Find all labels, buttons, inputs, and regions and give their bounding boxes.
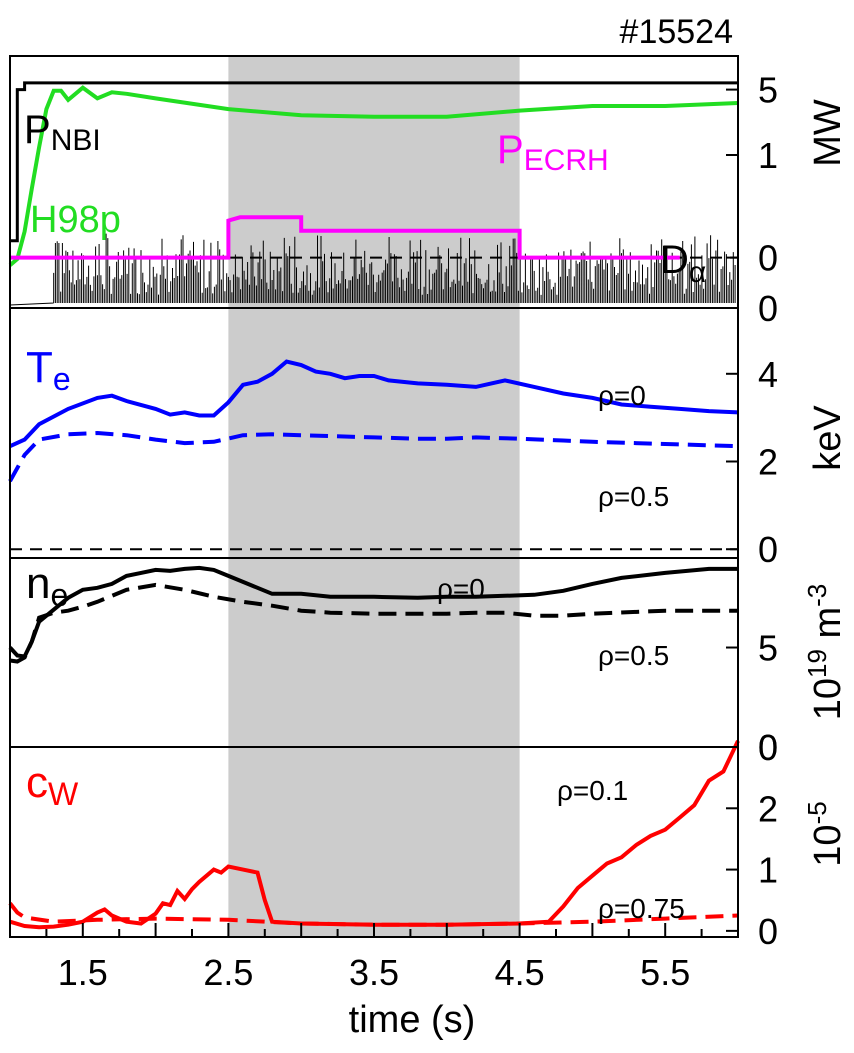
ne-series-core-line	[8, 565, 738, 659]
y-tick-label: 2	[758, 788, 778, 829]
y-tick-label: 5	[758, 70, 778, 111]
ne-series-outer-line	[9, 582, 738, 664]
te-rho0-label: ρ=0	[598, 380, 646, 411]
y-tick-label: 0	[758, 529, 778, 570]
pecrh-label: PECRH	[497, 128, 609, 177]
ne-axis-label: 1019 m-3	[802, 584, 849, 721]
x-tick-label: 4.5	[495, 952, 545, 993]
te-label-sub: e	[53, 361, 71, 397]
mw-axis-label: MW	[807, 99, 849, 167]
dalpha-signal	[9, 233, 736, 306]
cw-label: cW	[26, 758, 79, 812]
ne-rho05-label: ρ=0.5	[598, 640, 669, 671]
y-tick-label: 0	[758, 727, 778, 768]
y-tick-label: 0	[758, 238, 778, 279]
ne-rho0-label: ρ=0	[437, 573, 485, 604]
Te-series-core-line	[9, 359, 739, 449]
cW-series-outer-line	[8, 902, 739, 927]
x-tick-label: 2.5	[203, 952, 253, 993]
h98-line	[8, 85, 739, 267]
y-tick-label: 1	[758, 850, 778, 891]
h98-label: H98p	[30, 199, 121, 241]
dalpha-tick-label: 0	[758, 288, 778, 329]
y-tick-label: 0	[758, 727, 778, 768]
cw-rho01-label: ρ=0.1	[557, 775, 628, 806]
pnbi-label-sub: NBI	[51, 124, 101, 157]
te-label-main: T	[26, 343, 53, 392]
Te-series-outer-line	[8, 430, 739, 483]
cw-axis-base: 10	[807, 824, 849, 866]
pecrh-label-sub: ECRH	[524, 144, 609, 177]
kev-axis-label: keV	[807, 405, 849, 471]
cw-label-main: c	[26, 758, 48, 807]
x-tick-label: 3.5	[349, 952, 399, 993]
cw-axis-label: 10-5	[802, 801, 849, 866]
x-tick-label: 5.5	[640, 952, 690, 993]
ecrh-power-line	[10, 215, 680, 260]
ne-label: ne	[26, 559, 68, 613]
ne-axis-exp2: -3	[802, 584, 832, 607]
cw-rho075-label: ρ=0.75	[598, 893, 685, 924]
x-axis-title: time (s)	[349, 999, 476, 1041]
nbi-power-line	[10, 81, 738, 243]
pecrh-label-main: P	[497, 128, 524, 172]
dalpha-label-sub: α	[689, 256, 706, 289]
pnbi-label: PNBI	[24, 108, 101, 157]
cw-label-sub: W	[48, 776, 79, 812]
ecrh-shaded-window	[228, 56, 520, 937]
te-rho05-label: ρ=0.5	[598, 481, 669, 512]
pnbi-label-main: P	[24, 108, 51, 152]
dalpha-label-main: D	[660, 238, 689, 282]
y-tick-label: 4	[758, 354, 778, 395]
cw-axis-exp: -5	[802, 801, 832, 824]
ne-axis-exp1: 19	[802, 649, 832, 678]
h98-tick-label: 1	[758, 135, 778, 176]
y-tick-label: 5	[758, 628, 778, 669]
te-label: Te	[26, 343, 71, 397]
ne-label-main: n	[26, 559, 50, 608]
cW-series-core-line	[9, 740, 740, 930]
x-tick-label: 1.5	[58, 952, 108, 993]
y-tick-label: 0	[758, 911, 778, 952]
shot-number: #15524	[620, 13, 733, 51]
dalpha-label: Dα	[660, 238, 706, 289]
ne-label-sub: e	[50, 577, 68, 613]
y-tick-label: 2	[758, 442, 778, 483]
